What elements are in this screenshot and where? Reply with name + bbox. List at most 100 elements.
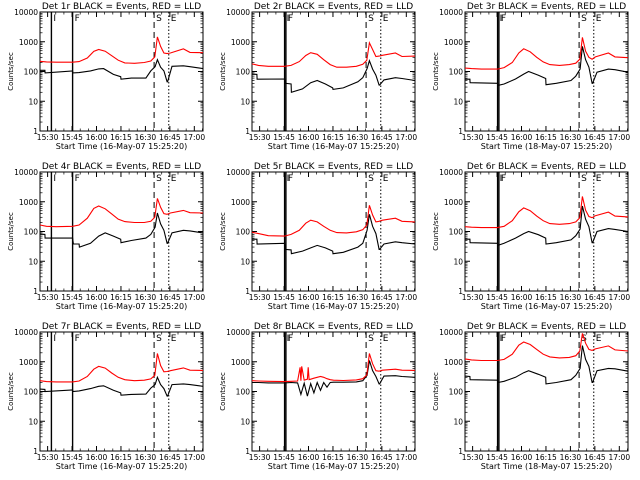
x-tick-label: 16:15 — [110, 293, 132, 302]
marker-label-s: S — [156, 334, 162, 344]
y-tick-label: 10 — [240, 257, 250, 266]
x-tick-label: 17:00 — [183, 133, 205, 142]
series-line-lld — [464, 37, 629, 70]
chart-panel-2: Det 2r BLACK = Events, RED = LLD 1 10 100 10… — [219, 2, 417, 151]
series-line-lld — [251, 40, 416, 68]
x-tick-label: 16:15 — [110, 453, 132, 462]
marker-label-e: E — [596, 334, 602, 344]
y-tick-label: 1000 — [231, 358, 250, 367]
x-axis-label: Start Time (16-May-07 15:25:20) — [56, 302, 187, 311]
y-tick-label: 1000 — [19, 358, 38, 367]
x-tick-label: 17:00 — [608, 133, 630, 142]
marker-label-f: F — [75, 174, 80, 184]
marker-label-f: F — [288, 334, 293, 344]
x-tick-label: 15:30 — [37, 293, 59, 302]
y-tick-label: 10 — [453, 97, 463, 106]
chart-panel-9: Det 9r BLACK = Events, RED = LLD 1 10 100 10… — [432, 322, 630, 471]
plot-frame — [251, 11, 416, 132]
marker-label-e: E — [383, 14, 389, 24]
x-tick-label: 15:45 — [486, 293, 508, 302]
x-tick-label: 15:45 — [61, 453, 83, 462]
x-tick-label: 16:30 — [135, 293, 157, 302]
y-tick-label: 1 — [245, 447, 250, 456]
y-tick-label: 100 — [236, 388, 251, 397]
x-tick-label: 16:30 — [135, 453, 157, 462]
y-tick-label: 10000 — [14, 328, 38, 337]
x-tick-label: 16:00 — [298, 453, 320, 462]
chart-panel-5: Det 5r BLACK = Events, RED = LLD 1 10 100 10… — [219, 162, 417, 311]
x-tick-label: 15:45 — [273, 453, 295, 462]
x-tick-label: 17:00 — [183, 293, 205, 302]
chart-panel-8: Det 8r BLACK = Events, RED = LLD 1 10 100 10… — [219, 322, 417, 471]
plot-frame — [39, 331, 204, 452]
chart-title: Det 5r BLACK = Events, RED = LLD — [254, 162, 413, 172]
x-tick-label: 15:30 — [249, 293, 271, 302]
plot-frame — [464, 11, 629, 132]
y-tick-label: 1000 — [19, 38, 38, 47]
x-tick-label: 16:00 — [298, 133, 320, 142]
y-tick-label: 10 — [453, 257, 463, 266]
marker-label-f: F — [501, 14, 506, 24]
marker-label-i: I — [287, 334, 290, 344]
plot-frame — [251, 331, 416, 452]
marker-label-e: E — [383, 334, 389, 344]
x-axis-label: Start Time (18-May-07 15:25:20) — [481, 462, 612, 471]
chart-panel-7: Det 7r BLACK = Events, RED = LLD 1 10 100 10… — [7, 322, 205, 471]
x-tick-label: 16:45 — [584, 133, 606, 142]
marker-label-f: F — [501, 174, 506, 184]
x-tick-label: 15:45 — [273, 293, 295, 302]
x-tick-label: 15:45 — [486, 133, 508, 142]
chart-title: Det 3r BLACK = Events, RED = LLD — [467, 2, 626, 12]
x-tick-label: 16:15 — [322, 133, 344, 142]
series-line-events — [465, 205, 629, 247]
chart-title: Det 6r BLACK = Events, RED = LLD — [467, 162, 626, 172]
x-tick-label: 16:30 — [560, 293, 582, 302]
y-axis-label: Counts/sec — [7, 212, 15, 251]
y-tick-label: 10000 — [439, 328, 463, 337]
x-tick-label: 15:30 — [462, 293, 484, 302]
marker-label-e: E — [596, 174, 602, 184]
y-tick-label: 100 — [24, 388, 39, 397]
y-axis-label: Counts/sec — [219, 212, 227, 251]
x-tick-label: 15:30 — [462, 133, 484, 142]
series-line-events — [39, 375, 204, 397]
y-tick-label: 1 — [33, 447, 38, 456]
y-tick-label: 1000 — [231, 198, 250, 207]
marker-label-i: I — [53, 14, 56, 24]
x-tick-label: 17:00 — [183, 453, 205, 462]
y-tick-label: 10000 — [439, 8, 463, 17]
marker-label-i: I — [53, 334, 56, 344]
series-line-events — [252, 360, 416, 397]
chart-panel-6: Det 6r BLACK = Events, RED = LLD 1 10 100 10… — [432, 162, 630, 311]
y-tick-label: 10 — [240, 97, 250, 106]
marker-label-s: S — [581, 174, 587, 184]
x-tick-label: 17:00 — [395, 453, 417, 462]
y-tick-label: 100 — [24, 68, 39, 77]
y-tick-label: 100 — [24, 228, 39, 237]
series-line-lld — [39, 198, 204, 228]
x-tick-label: 15:30 — [462, 453, 484, 462]
y-tick-label: 100 — [236, 68, 251, 77]
x-tick-label: 16:45 — [584, 453, 606, 462]
chart-title: Det 9r BLACK = Events, RED = LLD — [467, 322, 626, 332]
x-tick-label: 15:45 — [61, 293, 83, 302]
y-tick-label: 10000 — [226, 8, 250, 17]
marker-label-e: E — [596, 14, 602, 24]
y-tick-label: 1000 — [231, 38, 250, 47]
y-tick-label: 100 — [449, 68, 464, 77]
x-tick-label: 16:45 — [371, 453, 393, 462]
x-tick-label: 16:30 — [347, 293, 369, 302]
y-axis-label: Counts/sec — [219, 52, 227, 91]
chart-title: Det 8r BLACK = Events, RED = LLD — [254, 322, 413, 332]
y-tick-label: 1 — [245, 287, 250, 296]
y-tick-label: 100 — [236, 228, 251, 237]
plot-frame — [464, 331, 629, 452]
x-tick-label: 16:00 — [86, 133, 108, 142]
y-tick-label: 10000 — [439, 168, 463, 177]
marker-label-e: E — [383, 174, 389, 184]
marker-label-f: F — [75, 14, 80, 24]
x-tick-label: 16:00 — [511, 453, 533, 462]
x-tick-label: 16:00 — [86, 453, 108, 462]
marker-label-s: S — [156, 174, 162, 184]
x-tick-label: 16:15 — [322, 293, 344, 302]
